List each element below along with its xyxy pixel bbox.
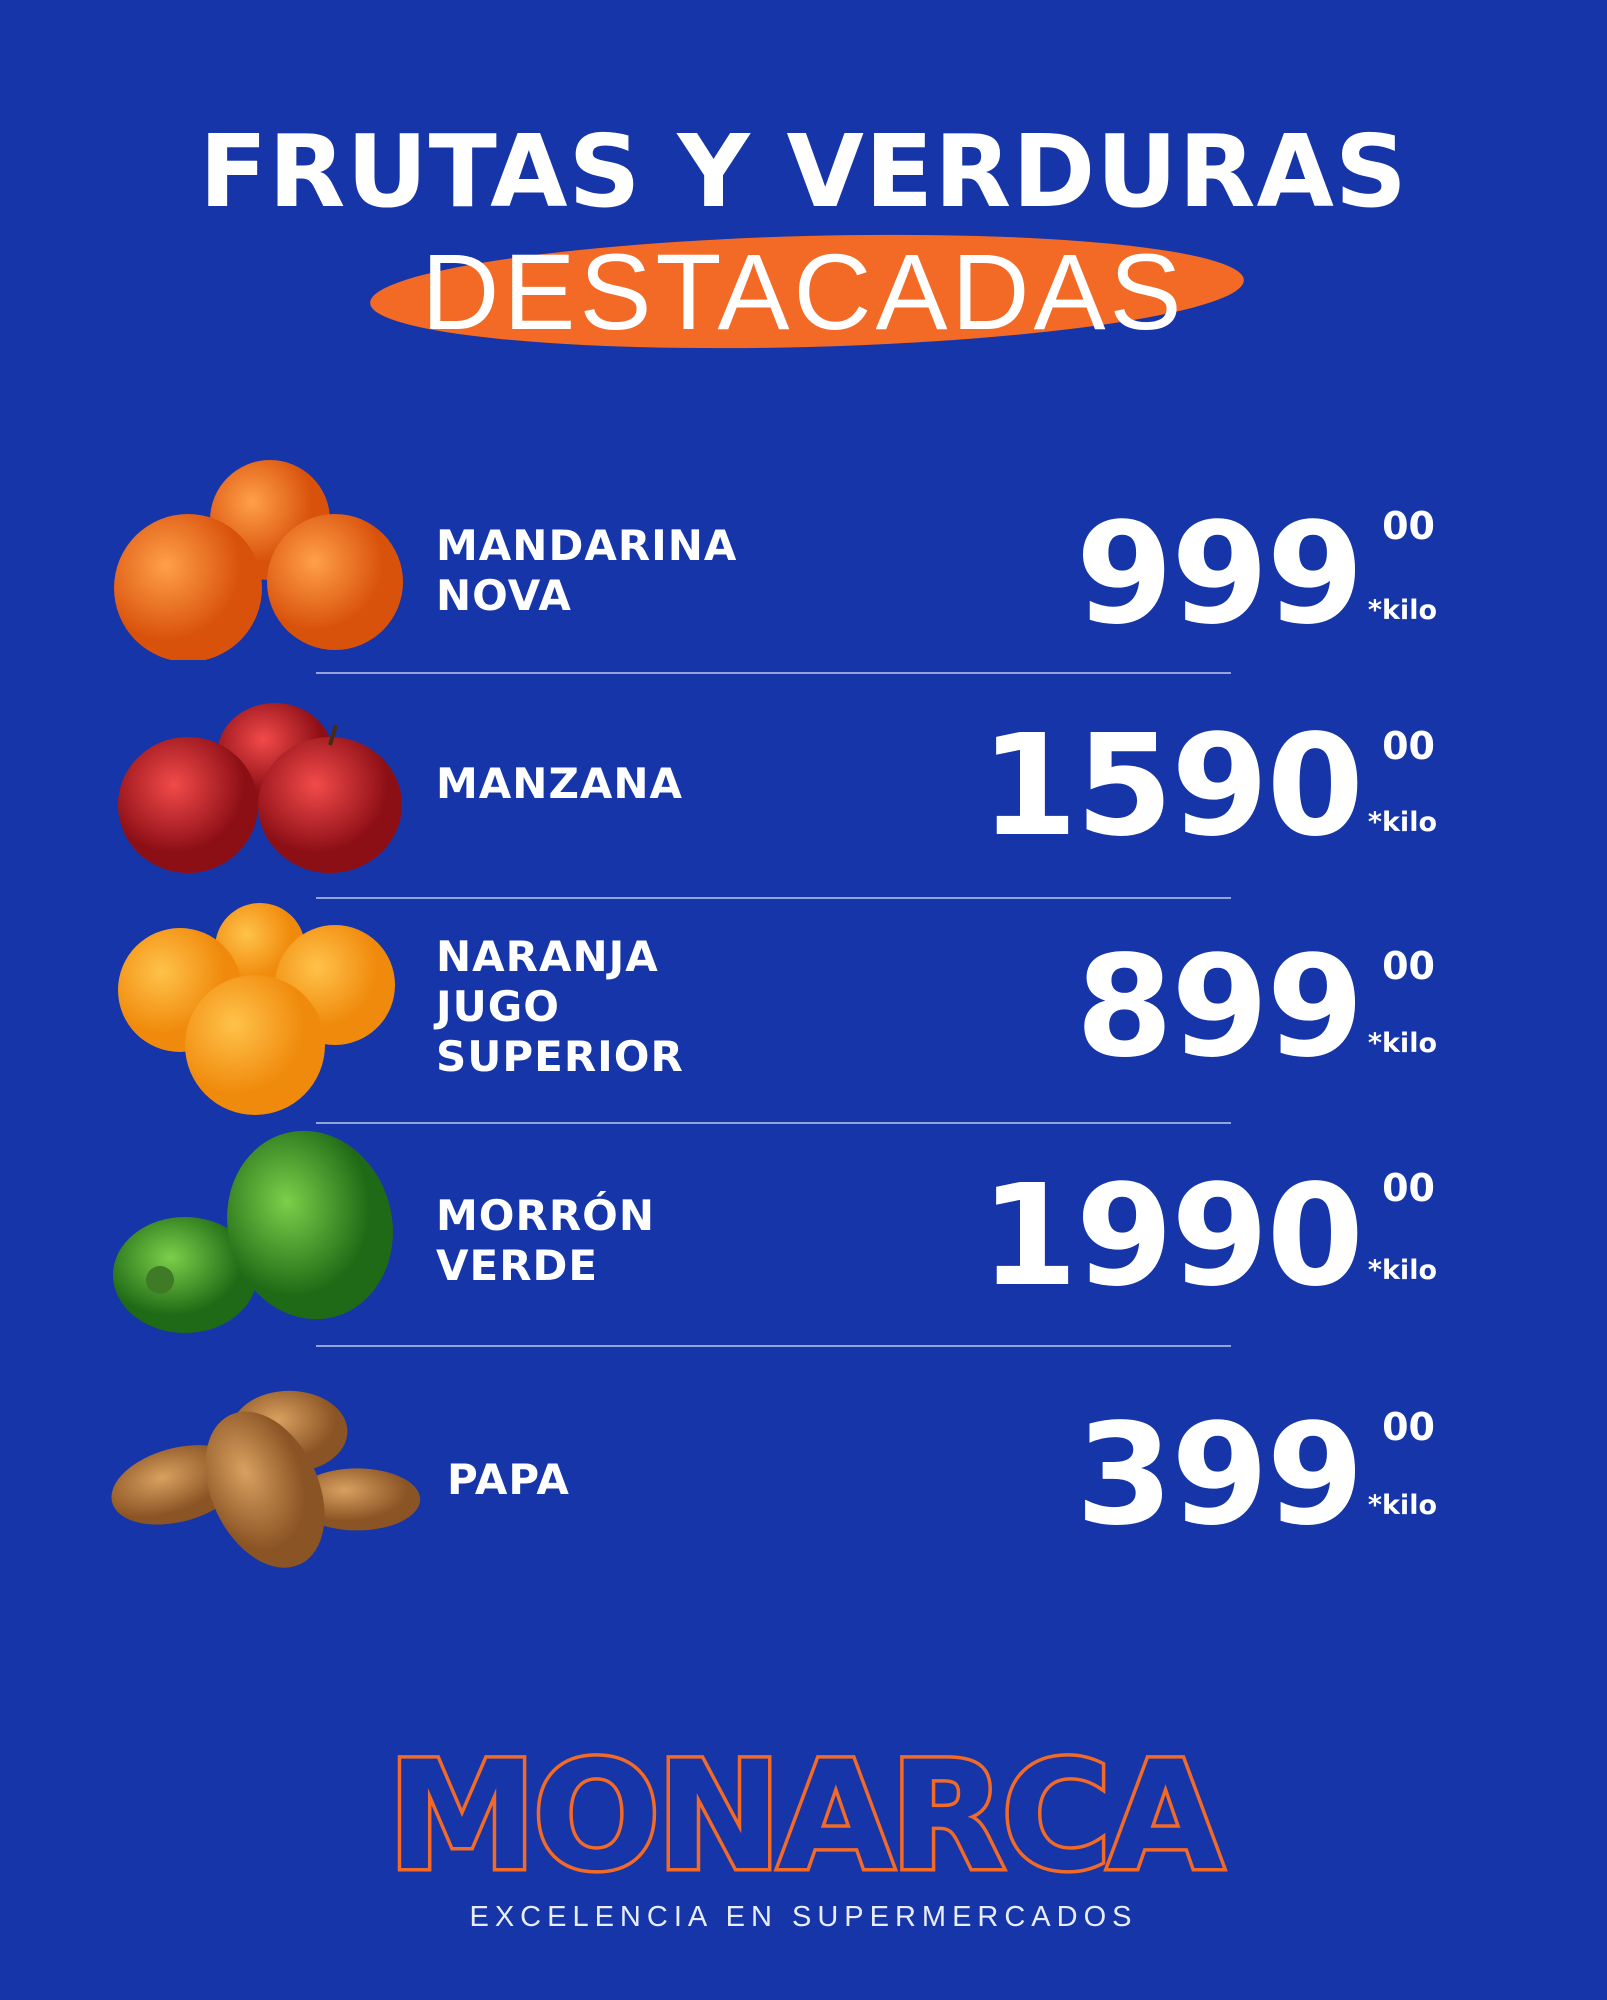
product-name-line: NARANJA (436, 932, 659, 981)
product-row-manzana: MANZANA 1590 00 *kilo (0, 695, 1607, 885)
product-price-cents: 00 (1382, 724, 1435, 768)
product-unit: *kilo (1367, 1490, 1437, 1521)
product-row-morron: MORRÓN VERDE 1990 00 *kilo (0, 1125, 1607, 1345)
product-unit: *kilo (1367, 595, 1437, 626)
product-price: 1990 (980, 1155, 1364, 1318)
product-row-naranja: NARANJA JUGO SUPERIOR 899 00 *kilo (0, 900, 1607, 1120)
product-name-line: VERDE (436, 1241, 599, 1290)
product-name: MANDARINA NOVA (436, 521, 737, 621)
product-price-cents: 00 (1382, 1166, 1435, 1210)
brand-tagline: EXCELENCIA EN SUPERMERCADOS (469, 1901, 1138, 1933)
green-pepper-image (113, 1130, 393, 1333)
orange-image (118, 903, 395, 1115)
divider (316, 1345, 1231, 1347)
product-name-line: NOVA (436, 571, 572, 620)
product-name-line: PAPA (447, 1455, 570, 1504)
product-name-line: JUGO (436, 982, 560, 1031)
potato-image (111, 1390, 421, 1568)
apple-image (118, 703, 402, 873)
product-name: PAPA (447, 1455, 570, 1505)
product-name: MANZANA (436, 759, 683, 809)
product-name-line: SUPERIOR (436, 1032, 684, 1081)
divider (316, 672, 1231, 674)
product-price: 999 (1075, 493, 1364, 656)
product-price-cents: 00 (1382, 1405, 1435, 1449)
product-name-line: MORRÓN (436, 1191, 656, 1240)
product-unit: *kilo (1367, 807, 1437, 838)
product-price: 899 (1075, 926, 1364, 1089)
product-price: 1590 (980, 705, 1364, 868)
product-price: 399 (1075, 1394, 1364, 1557)
divider (316, 897, 1231, 899)
product-row-papa: PAPA 399 00 *kilo (0, 1370, 1607, 1590)
page-title: FRUTAS Y VERDURAS (199, 113, 1408, 230)
mandarin-image (114, 460, 403, 660)
product-unit: *kilo (1367, 1028, 1437, 1059)
product-price-cents: 00 (1382, 944, 1435, 988)
product-name-line: MANDARINA (436, 521, 738, 570)
product-name: MORRÓN VERDE (436, 1191, 655, 1291)
page-subtitle: DESTACADAS (421, 231, 1186, 352)
monarca-logo: MONARCA (384, 1730, 1227, 1904)
product-name: NARANJA JUGO SUPERIOR (436, 932, 684, 1082)
product-name-line: MANZANA (436, 759, 684, 808)
product-row-mandarina: MANDARINA NOVA 999 00 *kilo (0, 455, 1607, 665)
product-unit: *kilo (1367, 1255, 1437, 1286)
product-price-cents: 00 (1382, 504, 1435, 548)
divider (316, 1122, 1231, 1124)
